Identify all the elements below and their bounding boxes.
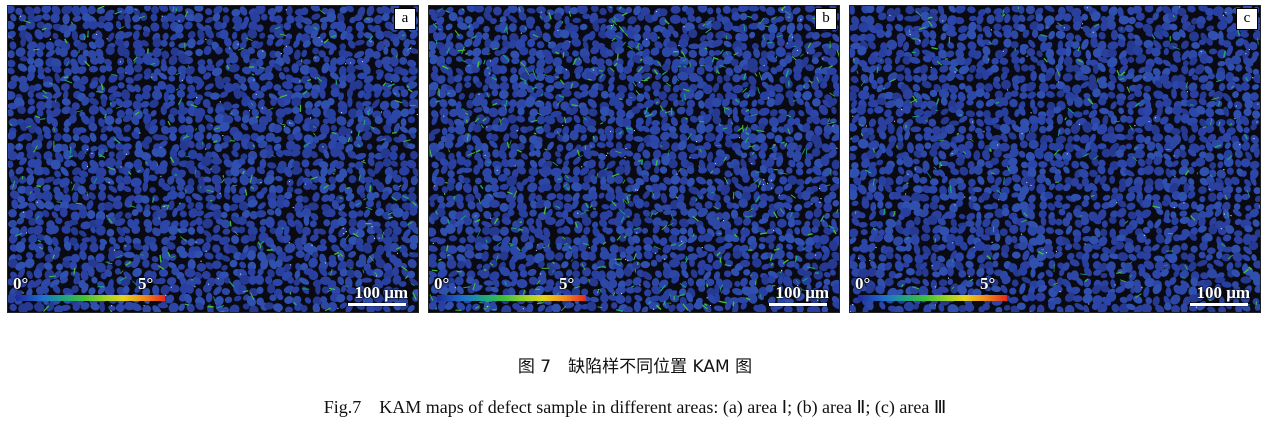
kam-map-panel-a: a 0° 5° 100 μm xyxy=(7,5,419,313)
scale-bar-label: 100 μm xyxy=(775,283,829,302)
colorbar xyxy=(437,295,586,301)
panel-label: b xyxy=(815,8,837,30)
colorbar-max-label: 5° xyxy=(980,274,996,293)
kam-map-image xyxy=(429,6,839,312)
colorbar-min-label: 0° xyxy=(434,274,450,293)
figure-caption-english: Fig.7 KAM maps of defect sample in diffe… xyxy=(323,397,947,417)
kam-map-panel-b: b 0° 5° 100 μm xyxy=(428,5,840,313)
panel-label: a xyxy=(394,8,416,30)
colorbar-max-label: 5° xyxy=(138,274,154,293)
colorbar-min-label: 0° xyxy=(13,274,29,293)
kam-map-image xyxy=(850,6,1260,312)
scale-bar-label: 100 μm xyxy=(354,283,408,302)
colorbar-max-label: 5° xyxy=(559,274,575,293)
kam-map-panel-c: c 0° 5° 100 μm xyxy=(849,5,1261,313)
kam-map-image xyxy=(8,6,418,312)
panel-label: c xyxy=(1236,8,1258,30)
colorbar xyxy=(858,295,1007,301)
scale-bar xyxy=(348,303,406,306)
colorbar xyxy=(16,295,165,301)
colorbar-min-label: 0° xyxy=(855,274,871,293)
scale-bar-label: 100 μm xyxy=(1196,283,1250,302)
figure-panels: a 0° 5° 100 μm b 0° 5° 100 μm c 0° 5° 10… xyxy=(7,5,1265,313)
scale-bar xyxy=(1190,303,1248,306)
figure-caption-chinese: 图 7 缺陷样不同位置 KAM 图 xyxy=(517,357,753,377)
scale-bar xyxy=(769,303,827,306)
